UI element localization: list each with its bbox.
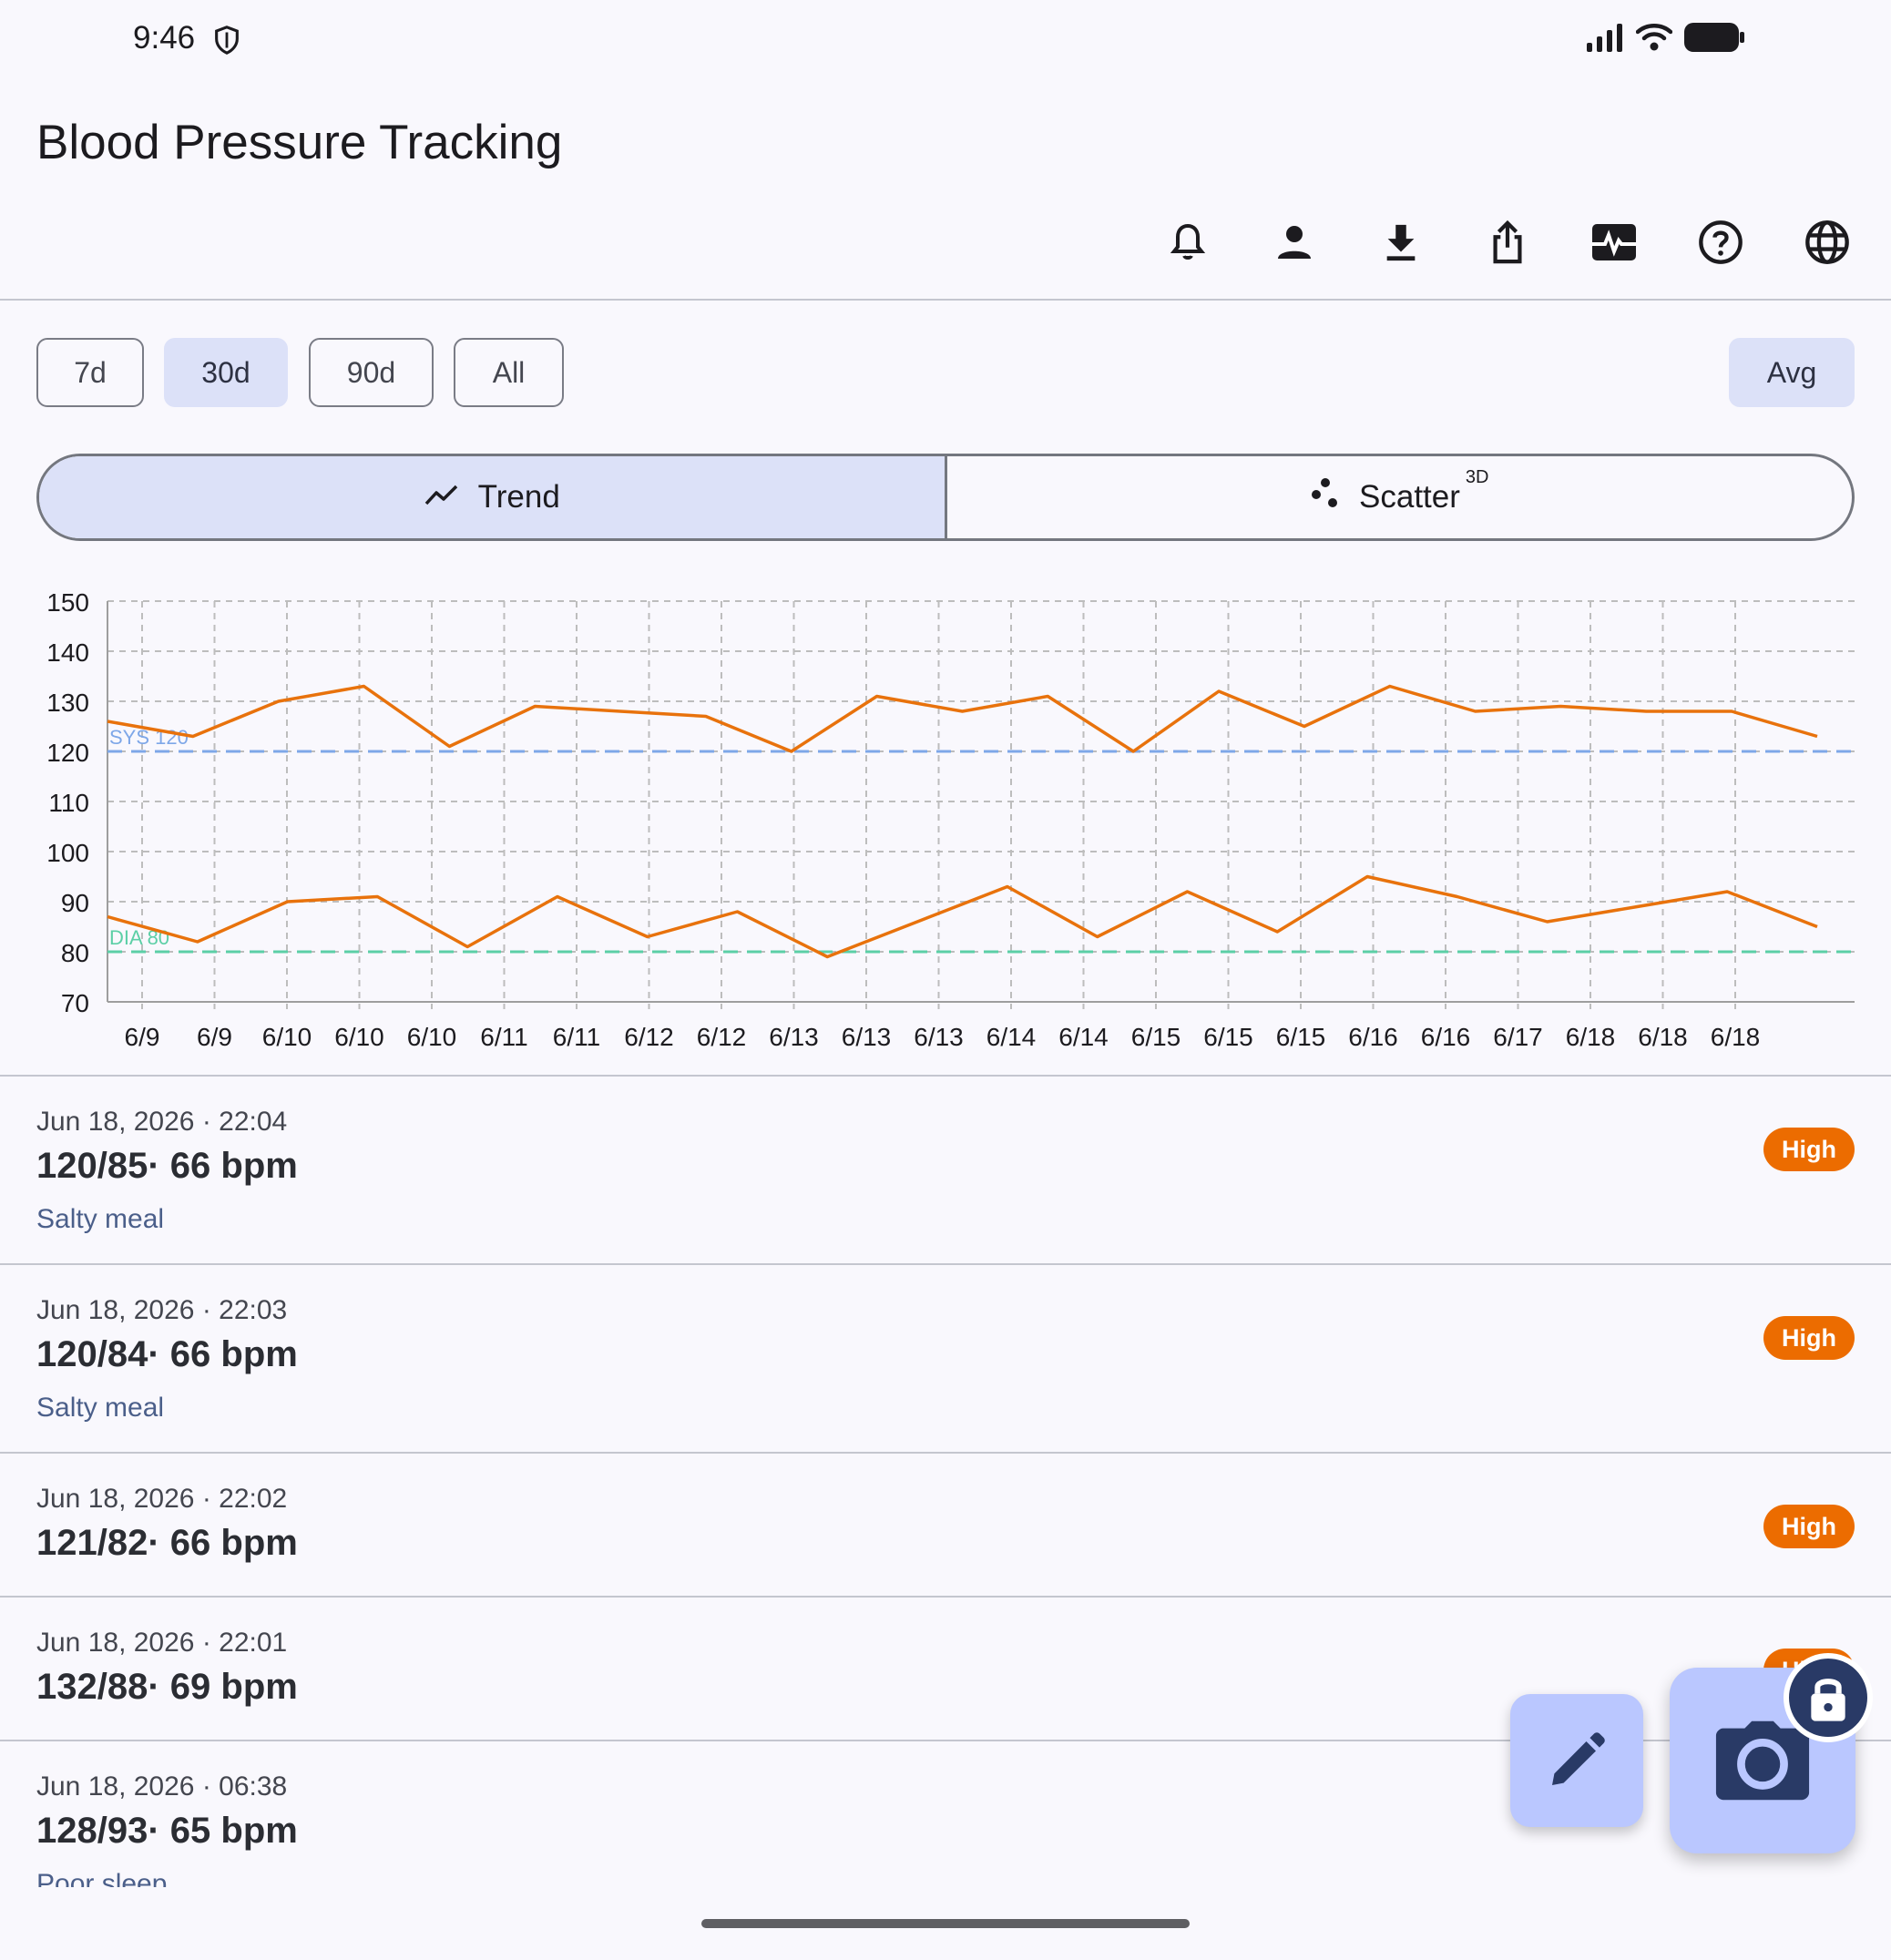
reading-date: Jun 18, 2026 · 22:04: [36, 1107, 288, 1137]
x-tick-label: 6/13: [842, 1023, 892, 1051]
y-tick-label: 150: [46, 588, 89, 617]
bell-icon[interactable]: [1160, 213, 1215, 271]
y-tick-label: 120: [46, 739, 89, 767]
range-90d-button[interactable]: 90d: [309, 338, 434, 407]
x-tick-label: 6/16: [1348, 1023, 1398, 1051]
reading-value: 120/85· 66 bpm: [36, 1146, 298, 1186]
reading-date: Jun 18, 2026 · 06:38: [36, 1771, 288, 1802]
header-divider: [0, 299, 1891, 301]
y-tick-label: 100: [46, 839, 89, 867]
x-tick-label: 6/13: [769, 1023, 819, 1051]
person-icon[interactable]: [1267, 213, 1322, 271]
x-tick-label: 6/15: [1276, 1023, 1326, 1051]
range-7d-button[interactable]: 7d: [36, 338, 144, 407]
signal-icon: [1585, 23, 1625, 56]
reading-date: Jun 18, 2026 · 22:03: [36, 1295, 288, 1325]
x-tick-label: 6/15: [1131, 1023, 1181, 1051]
tab-scatter-label: Scatter: [1359, 479, 1460, 515]
x-tick-label: 6/16: [1421, 1023, 1471, 1051]
readings-list: Jun 18, 2026 · 22:04 120/85· 66 bpm Salt…: [0, 1077, 1891, 1887]
reading-note: Salty meal: [36, 1204, 165, 1234]
x-tick-label: 6/10: [262, 1023, 312, 1051]
y-tick-label: 90: [61, 889, 89, 917]
wifi-icon: [1635, 23, 1673, 56]
chart-divider: [0, 1075, 1891, 1077]
page-title: Blood Pressure Tracking: [36, 116, 563, 169]
x-tick-label: 6/17: [1493, 1023, 1543, 1051]
x-tick-label: 6/10: [334, 1023, 384, 1051]
y-tick-label: 70: [61, 989, 89, 1017]
reading-date: Jun 18, 2026 · 22:02: [36, 1484, 288, 1514]
x-tick-label: 6/11: [480, 1023, 527, 1051]
status-badge: High: [1763, 1505, 1855, 1548]
x-tick-label: 6/14: [1058, 1023, 1109, 1051]
list-item[interactable]: Jun 18, 2026 · 06:38 128/93· 65 bpm Poor…: [0, 1741, 1891, 1887]
series-line-0: [107, 684, 1818, 753]
y-tick-label: 130: [46, 689, 89, 717]
tab-scatter-badge: 3D: [1465, 467, 1489, 488]
reading-value: 128/93· 65 bpm: [36, 1811, 298, 1851]
list-item[interactable]: Jun 18, 2026 · 22:03 120/84· 66 bpm Salt…: [0, 1265, 1891, 1454]
list-item[interactable]: Jun 18, 2026 · 22:01 132/88· 69 bpm High: [0, 1598, 1891, 1741]
share-icon[interactable]: [1480, 213, 1535, 271]
x-tick-label: 6/12: [697, 1023, 747, 1051]
heart-monitor-icon[interactable]: [1587, 213, 1641, 271]
view-toggle: Trend Scatter3D: [36, 454, 1855, 541]
reading-value: 121/82· 66 bpm: [36, 1523, 298, 1563]
tab-scatter[interactable]: Scatter3D: [947, 456, 1853, 538]
home-indicator[interactable]: [701, 1919, 1190, 1928]
status-time: 9:46: [133, 20, 196, 56]
edit-button[interactable]: [1510, 1694, 1643, 1827]
reference-line-label: DIA 80: [109, 926, 169, 949]
y-tick-label: 110: [48, 789, 89, 817]
battery-icon: [1683, 22, 1745, 57]
reading-date: Jun 18, 2026 · 22:01: [36, 1628, 288, 1658]
status-badge: High: [1763, 1316, 1855, 1360]
tab-trend[interactable]: Trend: [39, 456, 947, 538]
status-icons: [1585, 22, 1745, 57]
status-badge: High: [1763, 1128, 1855, 1171]
reading-note: Salty meal: [36, 1393, 165, 1423]
x-tick-label: 6/14: [986, 1023, 1037, 1051]
toolbar: [1160, 213, 1855, 271]
reading-note: Poor sleep: [36, 1869, 168, 1887]
avg-button[interactable]: Avg: [1729, 338, 1855, 407]
y-tick-label: 80: [61, 939, 89, 967]
lock-icon: [1784, 1653, 1873, 1742]
globe-icon[interactable]: [1800, 213, 1855, 271]
x-tick-label: 6/18: [1638, 1023, 1688, 1051]
trend-icon: [424, 479, 460, 516]
tab-trend-label: Trend: [477, 479, 560, 515]
range-30d-button[interactable]: 30d: [164, 338, 288, 407]
pencil-icon: [1552, 1732, 1605, 1785]
list-item[interactable]: Jun 18, 2026 · 22:04 120/85· 66 bpm Salt…: [0, 1077, 1891, 1265]
x-tick-label: 6/13: [914, 1023, 964, 1051]
x-tick-label: 6/9: [125, 1023, 160, 1051]
x-tick-label: 6/9: [197, 1023, 232, 1051]
x-tick-label: 6/18: [1711, 1023, 1761, 1051]
list-item[interactable]: Jun 18, 2026 · 22:02 121/82· 66 bpm High: [0, 1454, 1891, 1598]
reading-value: 132/88· 69 bpm: [36, 1667, 298, 1707]
camera-icon: [1715, 1720, 1810, 1801]
x-tick-label: 6/11: [553, 1023, 600, 1051]
scatter-icon: [1310, 477, 1341, 518]
series-line-1: [107, 874, 1818, 959]
x-tick-label: 6/12: [624, 1023, 674, 1051]
y-tick-label: 140: [46, 638, 89, 667]
x-tick-label: 6/18: [1566, 1023, 1616, 1051]
x-tick-label: 6/15: [1203, 1023, 1253, 1051]
shield-icon: [211, 24, 242, 61]
range-all-button[interactable]: All: [454, 338, 564, 407]
help-icon[interactable]: [1693, 213, 1748, 271]
download-icon[interactable]: [1374, 213, 1428, 271]
trend-chart: 150 140 130 120 110 100 90 80 70 6/9 6/9 6/10 6/10 6/…: [46, 588, 1855, 1051]
x-tick-label: 6/10: [407, 1023, 457, 1051]
reading-value: 120/84· 66 bpm: [36, 1334, 298, 1374]
